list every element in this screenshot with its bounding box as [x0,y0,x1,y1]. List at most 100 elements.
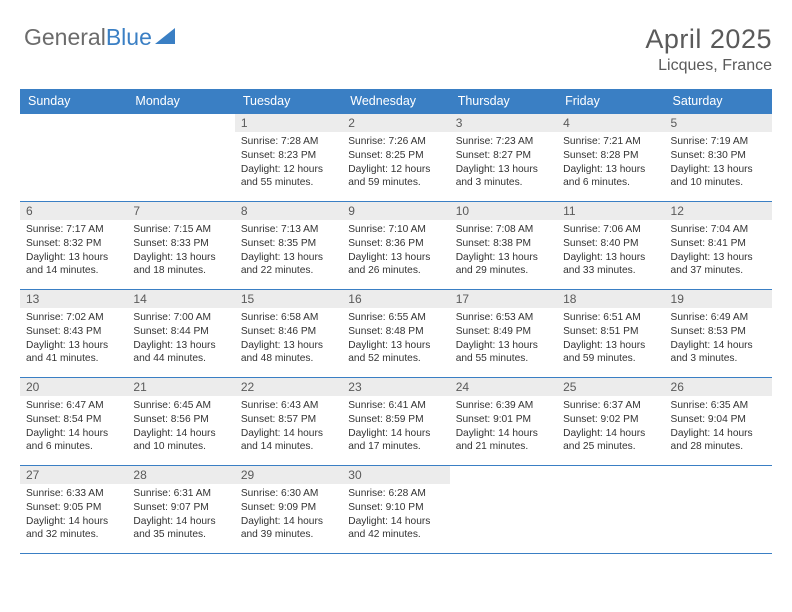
day-content: Sunrise: 7:08 AMSunset: 8:38 PMDaylight:… [450,220,557,282]
daylight-line: Daylight: 14 hours and 17 minutes. [348,428,430,453]
day-number: 5 [665,114,772,132]
weekday-header: Thursday [450,89,557,114]
day-number: 12 [665,202,772,220]
calendar-row: 27Sunrise: 6:33 AMSunset: 9:05 PMDayligh… [20,466,772,554]
calendar-cell: 23Sunrise: 6:41 AMSunset: 8:59 PMDayligh… [342,378,449,466]
calendar-cell: 22Sunrise: 6:43 AMSunset: 8:57 PMDayligh… [235,378,342,466]
calendar-cell [127,114,234,202]
daylight-line: Daylight: 13 hours and 48 minutes. [241,340,323,365]
sunrise-line: Sunrise: 6:39 AM [456,400,534,411]
sunset-line: Sunset: 8:27 PM [456,150,531,161]
day-content: Sunrise: 6:39 AMSunset: 9:01 PMDaylight:… [450,396,557,458]
calendar-cell: 16Sunrise: 6:55 AMSunset: 8:48 PMDayligh… [342,290,449,378]
sunrise-line: Sunrise: 7:06 AM [563,224,641,235]
day-content: Sunrise: 6:51 AMSunset: 8:51 PMDaylight:… [557,308,664,370]
sunset-line: Sunset: 8:51 PM [563,326,638,337]
daylight-line: Daylight: 13 hours and 55 minutes. [456,340,538,365]
day-content: Sunrise: 6:41 AMSunset: 8:59 PMDaylight:… [342,396,449,458]
sunset-line: Sunset: 8:30 PM [671,150,746,161]
sunset-line: Sunset: 8:43 PM [26,326,101,337]
sunset-line: Sunset: 8:36 PM [348,238,423,249]
calendar-cell: 6Sunrise: 7:17 AMSunset: 8:32 PMDaylight… [20,202,127,290]
daylight-line: Daylight: 13 hours and 37 minutes. [671,252,753,277]
calendar-cell: 24Sunrise: 6:39 AMSunset: 9:01 PMDayligh… [450,378,557,466]
sunset-line: Sunset: 8:44 PM [133,326,208,337]
sunrise-line: Sunrise: 7:08 AM [456,224,534,235]
day-content: Sunrise: 7:04 AMSunset: 8:41 PMDaylight:… [665,220,772,282]
calendar-cell: 18Sunrise: 6:51 AMSunset: 8:51 PMDayligh… [557,290,664,378]
daylight-line: Daylight: 13 hours and 26 minutes. [348,252,430,277]
daylight-line: Daylight: 13 hours and 3 minutes. [456,164,538,189]
sunset-line: Sunset: 9:07 PM [133,502,208,513]
sunset-line: Sunset: 8:23 PM [241,150,316,161]
daylight-line: Daylight: 14 hours and 25 minutes. [563,428,645,453]
day-number: 29 [235,466,342,484]
weekday-header: Monday [127,89,234,114]
daylight-line: Daylight: 13 hours and 33 minutes. [563,252,645,277]
day-content: Sunrise: 6:55 AMSunset: 8:48 PMDaylight:… [342,308,449,370]
sunrise-line: Sunrise: 7:10 AM [348,224,426,235]
calendar-cell: 9 Sunrise: 7:10 AM Sunset: 8:36 PM Daylight… [342,202,449,290]
calendar-cell: 26Sunrise: 6:35 AMSunset: 9:04 PMDayligh… [665,378,772,466]
calendar-cell: 30Sunrise: 6:28 AMSunset: 9:10 PMDayligh… [342,466,449,554]
day-number: 18 [557,290,664,308]
day-number: 27 [20,466,127,484]
sunrise-line: Sunrise: 6:37 AM [563,400,641,411]
day-content: Sunrise: 7:00 AMSunset: 8:44 PMDaylight:… [127,308,234,370]
calendar-cell [20,114,127,202]
daylight-line: Daylight: 13 hours and 14 minutes. [26,252,108,277]
sunrise-line: Sunrise: 6:51 AM [563,312,641,323]
weekday-header: Saturday [665,89,772,114]
calendar-cell: 5Sunrise: 7:19 AMSunset: 8:30 PMDaylight… [665,114,772,202]
calendar-cell: 3Sunrise: 7:23 AMSunset: 8:27 PMDaylight… [450,114,557,202]
calendar-cell: 27Sunrise: 6:33 AMSunset: 9:05 PMDayligh… [20,466,127,554]
day-content: Sunrise: 7:28 AMSunset: 8:23 PMDaylight:… [235,132,342,194]
sunset-line: Sunset: 8:32 PM [26,238,101,249]
day-content: Sunrise: 6:35 AMSunset: 9:04 PMDaylight:… [665,396,772,458]
sunrise-line: Sunrise: 7:04 AM [671,224,749,235]
sunrise-line: Sunrise: 7:21 AM [563,136,641,147]
weekday-header: Friday [557,89,664,114]
logo-text-gray: General [24,24,106,51]
sunrise-line: Sunrise: 6:43 AM [241,400,319,411]
weekday-header: Tuesday [235,89,342,114]
calendar-cell: 4Sunrise: 7:21 AMSunset: 8:28 PMDaylight… [557,114,664,202]
day-content: Sunrise: 6:49 AMSunset: 8:53 PMDaylight:… [665,308,772,370]
sunset-line: Sunset: 8:46 PM [241,326,316,337]
day-content: Sunrise: 7:13 AMSunset: 8:35 PMDaylight:… [235,220,342,282]
calendar-cell: 20Sunrise: 6:47 AMSunset: 8:54 PMDayligh… [20,378,127,466]
sunset-line: Sunset: 8:35 PM [241,238,316,249]
sunrise-line: Sunrise: 6:28 AM [348,488,426,499]
sunrise-line: Sunrise: 7:28 AM [241,136,319,147]
day-content: Sunrise: 6:37 AMSunset: 9:02 PMDaylight:… [557,396,664,458]
day-number: 8 [235,202,342,220]
sunrise-line: Sunrise: 6:33 AM [26,488,104,499]
daylight-line: Daylight: 13 hours and 44 minutes. [133,340,215,365]
sunrise-line: Sunrise: 6:41 AM [348,400,426,411]
day-content: Sunrise: 7:23 AMSunset: 8:27 PMDaylight:… [450,132,557,194]
sunset-line: Sunset: 9:09 PM [241,502,316,513]
sunset-line: Sunset: 8:49 PM [456,326,531,337]
day-number: 3 [450,114,557,132]
daylight-line: Daylight: 13 hours and 10 minutes. [671,164,753,189]
calendar-cell: 8Sunrise: 7:13 AMSunset: 8:35 PMDaylight… [235,202,342,290]
calendar-row: 6Sunrise: 7:17 AMSunset: 8:32 PMDaylight… [20,202,772,290]
sunset-line: Sunset: 9:10 PM [348,502,423,513]
day-number: 22 [235,378,342,396]
sunrise-line: Sunrise: 7:02 AM [26,312,104,323]
calendar-cell: 28Sunrise: 6:31 AMSunset: 9:07 PMDayligh… [127,466,234,554]
sunrise-line: Sunrise: 6:35 AM [671,400,749,411]
day-number: 9 [342,202,449,220]
day-number: 26 [665,378,772,396]
day-number: 19 [665,290,772,308]
day-number: 21 [127,378,234,396]
day-number: 23 [342,378,449,396]
sunset-line: Sunset: 8:33 PM [133,238,208,249]
day-content: Sunrise: 7:26 AMSunset: 8:25 PMDaylight:… [342,132,449,194]
calendar-row: 13Sunrise: 7:02 AMSunset: 8:43 PMDayligh… [20,290,772,378]
sunrise-line: Sunrise: 6:55 AM [348,312,426,323]
calendar-cell [665,466,772,554]
sunset-line: Sunset: 8:54 PM [26,414,101,425]
sunrise-line: Sunrise: 6:45 AM [133,400,211,411]
sunrise-line: Sunrise: 7:15 AM [133,224,211,235]
